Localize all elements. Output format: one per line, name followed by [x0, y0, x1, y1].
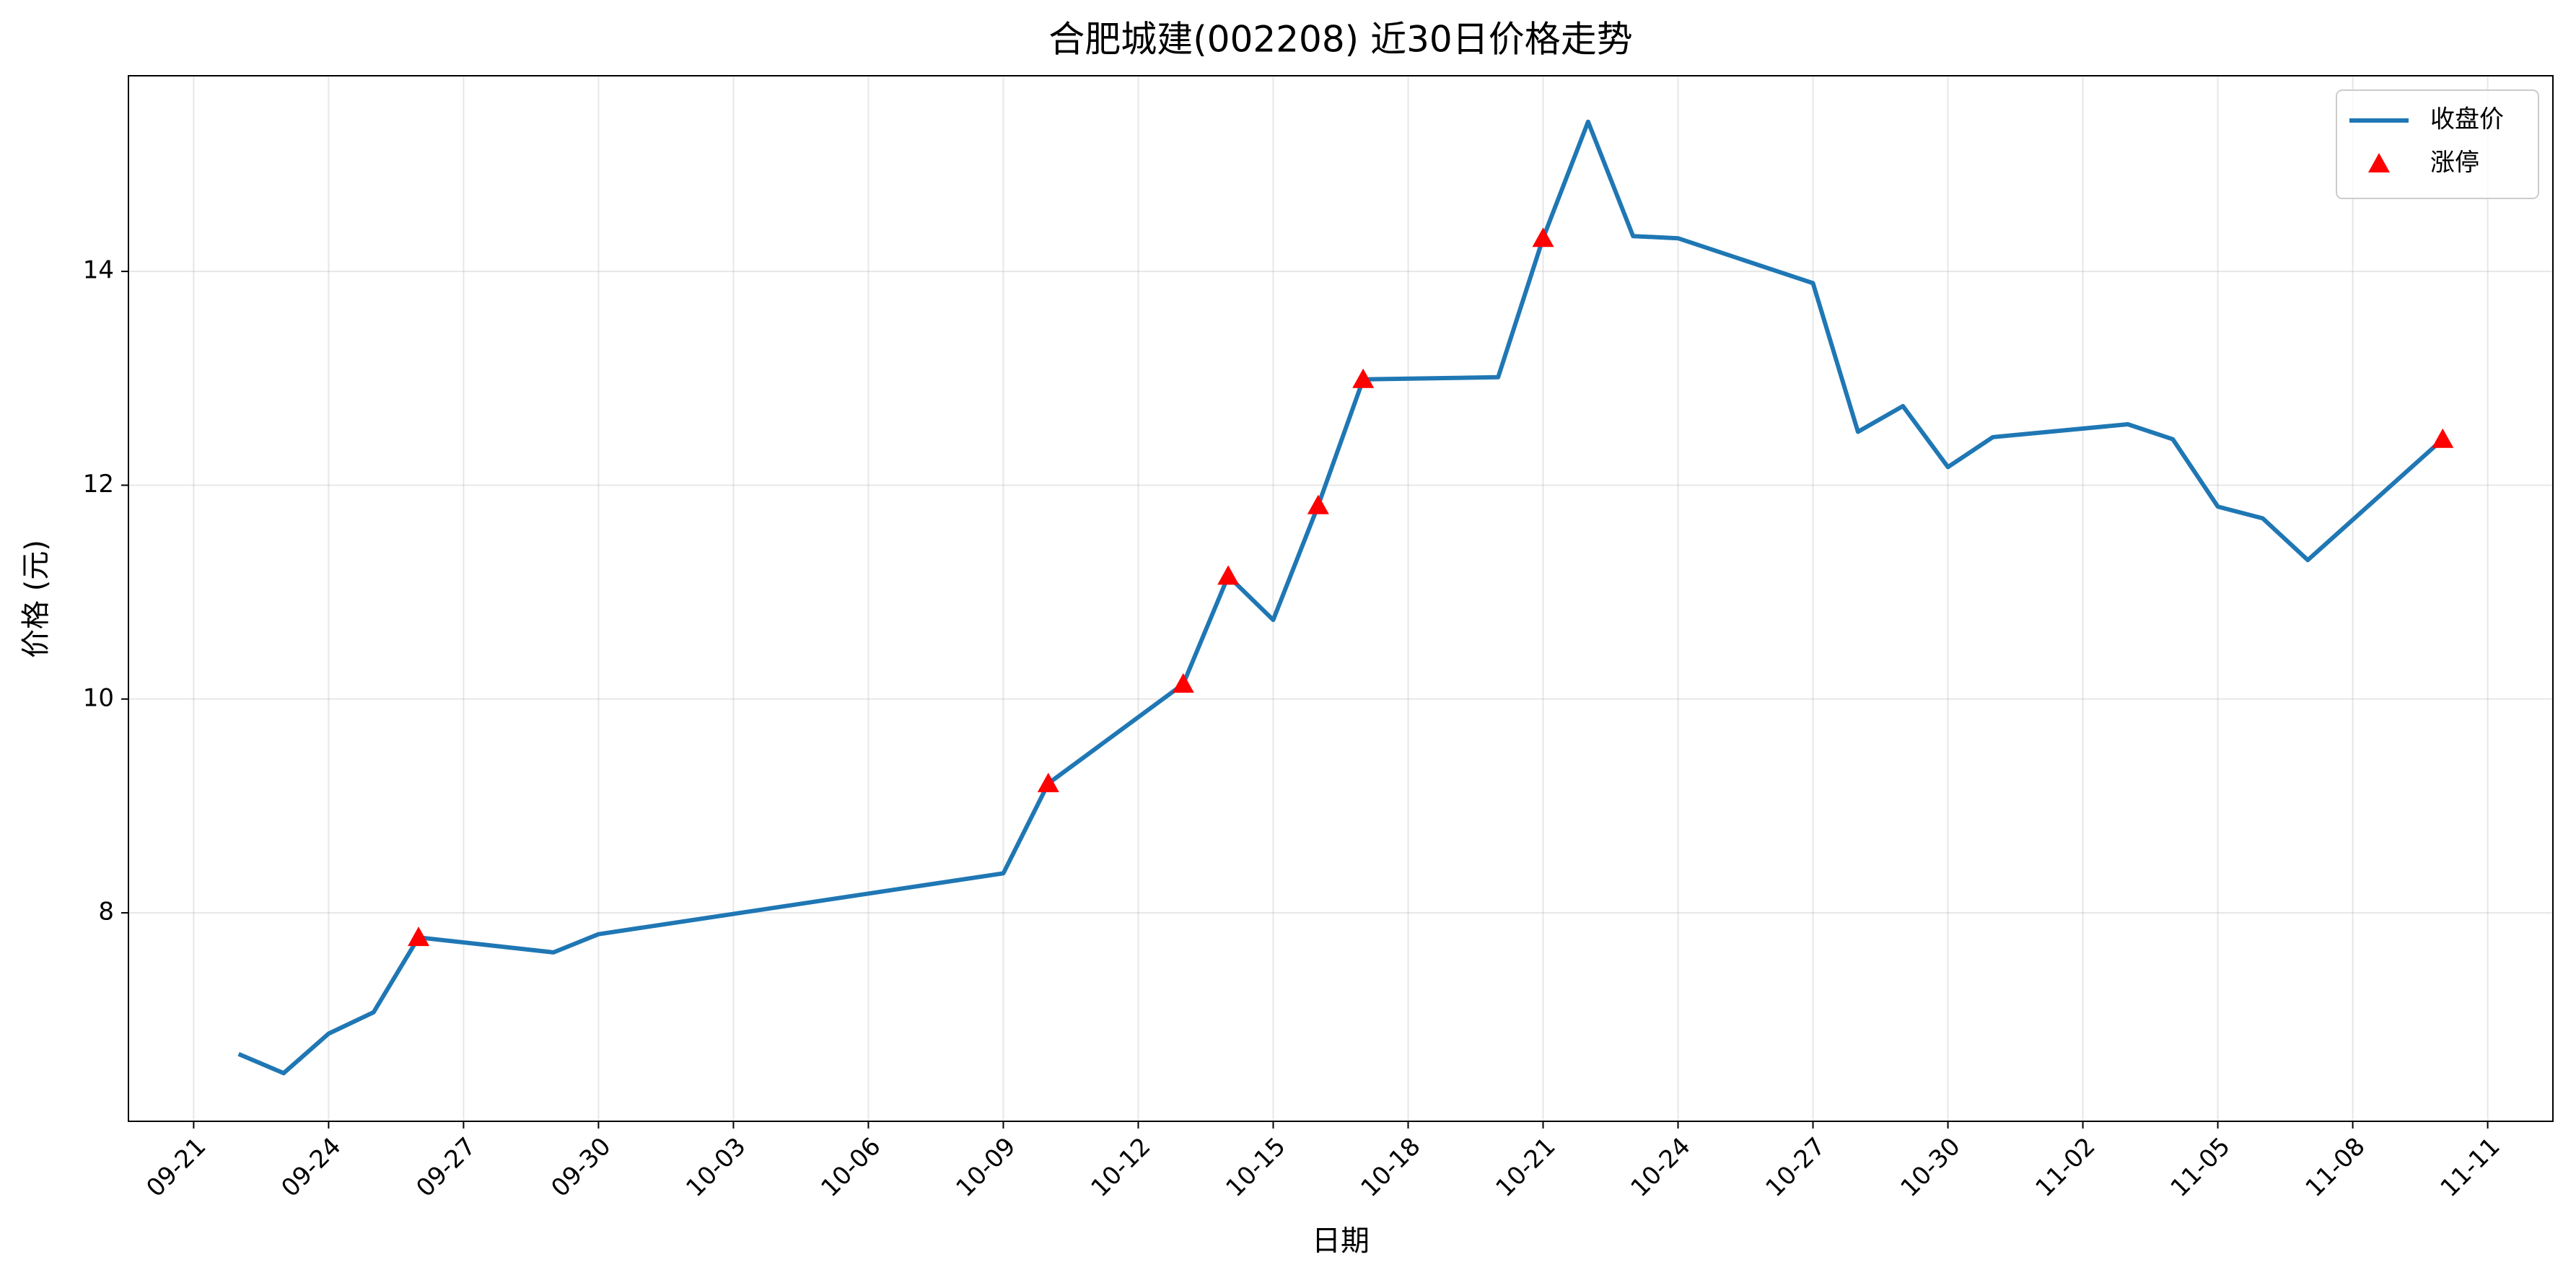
price-line	[237, 119, 2445, 1076]
limit-up-marker	[2432, 428, 2454, 448]
y-tick-label: 10	[83, 683, 114, 712]
y-tick-label: 8	[98, 898, 114, 926]
limit-up-marker	[1217, 565, 1240, 585]
legend-swatch	[2368, 153, 2390, 172]
y-tick-label: 12	[83, 470, 114, 499]
limit-up-marker	[1037, 772, 1059, 792]
y-axis-label: 价格 (元)	[19, 540, 53, 658]
limit-up-marker	[1307, 494, 1329, 514]
y-tick-label: 14	[83, 256, 114, 285]
x-axis-label: 日期	[1312, 1224, 1370, 1258]
legend-label: 涨停	[2430, 149, 2479, 178]
limit-up-marker	[1532, 227, 1554, 247]
chart-title: 合肥城建(002208) 近30日价格走势	[1048, 19, 1632, 61]
limit-up-marker	[1172, 673, 1194, 693]
limit-up-marker	[408, 926, 430, 947]
limit-up-marker	[1352, 368, 1375, 388]
plot-frame	[128, 75, 2554, 1122]
legend-label: 收盘价	[2430, 105, 2504, 134]
